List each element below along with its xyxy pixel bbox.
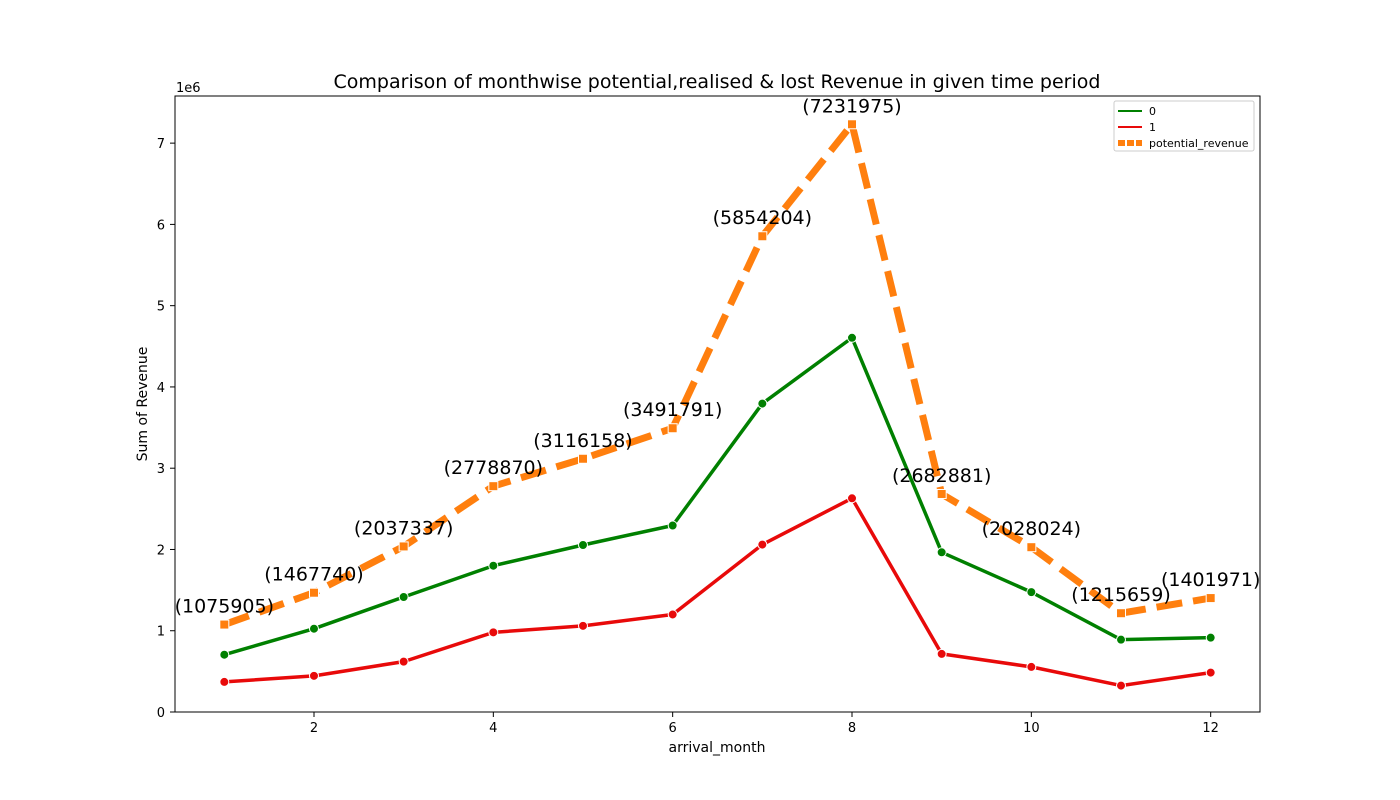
data-label: (7231975) — [802, 95, 901, 117]
data-label: (1401971) — [1161, 569, 1260, 591]
data-label: (1215659) — [1071, 584, 1170, 606]
data-point — [757, 398, 768, 409]
x-tick-label: 2 — [310, 721, 318, 736]
data-label: (1075905) — [175, 596, 274, 618]
y-tick-label: 3 — [157, 462, 165, 477]
series-0 — [219, 332, 1216, 660]
data-point — [936, 488, 947, 499]
y-tick-label: 2 — [157, 543, 165, 558]
data-point — [577, 453, 588, 464]
data-point — [847, 493, 858, 504]
data-label: (2682881) — [892, 465, 991, 487]
data-point — [308, 670, 319, 681]
legend: 0 1 potential_revenue — [1113, 100, 1255, 152]
data-point — [1205, 632, 1216, 643]
y-offset-label: 1e6 — [176, 81, 201, 96]
data-point — [219, 619, 230, 630]
data-point — [219, 649, 230, 660]
series-line-0 — [222, 336, 1213, 657]
series-layer — [219, 119, 1216, 691]
legend-label: potential_revenue — [1149, 137, 1249, 150]
annotation-layer: (1075905) (1467740) (2037337) (2778870) (311… — [175, 95, 1261, 617]
y-tick-label: 0 — [157, 706, 165, 721]
data-point — [667, 423, 678, 434]
data-label: (2037337) — [354, 517, 453, 539]
data-point — [1026, 587, 1037, 598]
data-label: (3116158) — [533, 430, 632, 452]
series-1 — [219, 493, 1216, 691]
data-label: (5854204) — [713, 207, 812, 229]
y-tick-label: 5 — [157, 300, 165, 315]
x-axis-label: arrival_month — [669, 740, 766, 756]
plot-frame — [174, 95, 1261, 713]
data-point — [398, 656, 409, 667]
data-point — [757, 539, 768, 550]
data-point — [1116, 608, 1127, 619]
data-point — [1205, 667, 1216, 678]
data-point — [847, 119, 858, 130]
legend-label: 1 — [1149, 121, 1156, 134]
data-point — [308, 623, 319, 634]
data-point — [488, 481, 499, 492]
y-axis-label: Sum of Revenue — [135, 347, 151, 462]
series-line-potential_revenue — [223, 120, 1212, 628]
data-point — [1026, 661, 1037, 672]
data-point — [757, 231, 768, 242]
data-point — [936, 547, 947, 558]
legend-box — [1113, 100, 1255, 152]
data-point — [667, 609, 678, 620]
data-point — [398, 541, 409, 552]
data-label: (2778870) — [444, 457, 543, 479]
x-tick-label: 6 — [669, 721, 677, 736]
series-potential_revenue — [219, 119, 1216, 630]
data-point — [847, 332, 858, 343]
data-point — [936, 648, 947, 659]
x-tick-label: 8 — [848, 721, 856, 736]
data-point — [1116, 680, 1127, 691]
data-point — [308, 587, 319, 598]
data-point — [398, 592, 409, 603]
chart-title: Comparison of monthwise potential,realis… — [334, 71, 1101, 93]
x-tick-label: 4 — [489, 721, 497, 736]
series-line-1 — [222, 496, 1213, 688]
data-label: (1467740) — [264, 564, 363, 586]
data-label: (3491791) — [623, 399, 722, 421]
data-label: (2028024) — [982, 518, 1081, 540]
x-tick-label: 10 — [1023, 721, 1040, 736]
data-point — [1026, 542, 1037, 553]
data-point — [577, 539, 588, 550]
data-point — [667, 520, 678, 531]
data-point — [488, 560, 499, 571]
data-point — [577, 620, 588, 631]
y-tick-label: 6 — [157, 218, 165, 233]
y-tick-label: 7 — [157, 137, 165, 152]
y-tick-label: 1 — [157, 625, 165, 640]
legend-label: 0 — [1149, 105, 1156, 118]
y-tick-label: 4 — [157, 381, 165, 396]
data-point — [219, 676, 230, 687]
data-point — [488, 627, 499, 638]
x-tick-label: 12 — [1202, 721, 1219, 736]
data-point — [1116, 634, 1127, 645]
data-point — [1205, 593, 1216, 604]
